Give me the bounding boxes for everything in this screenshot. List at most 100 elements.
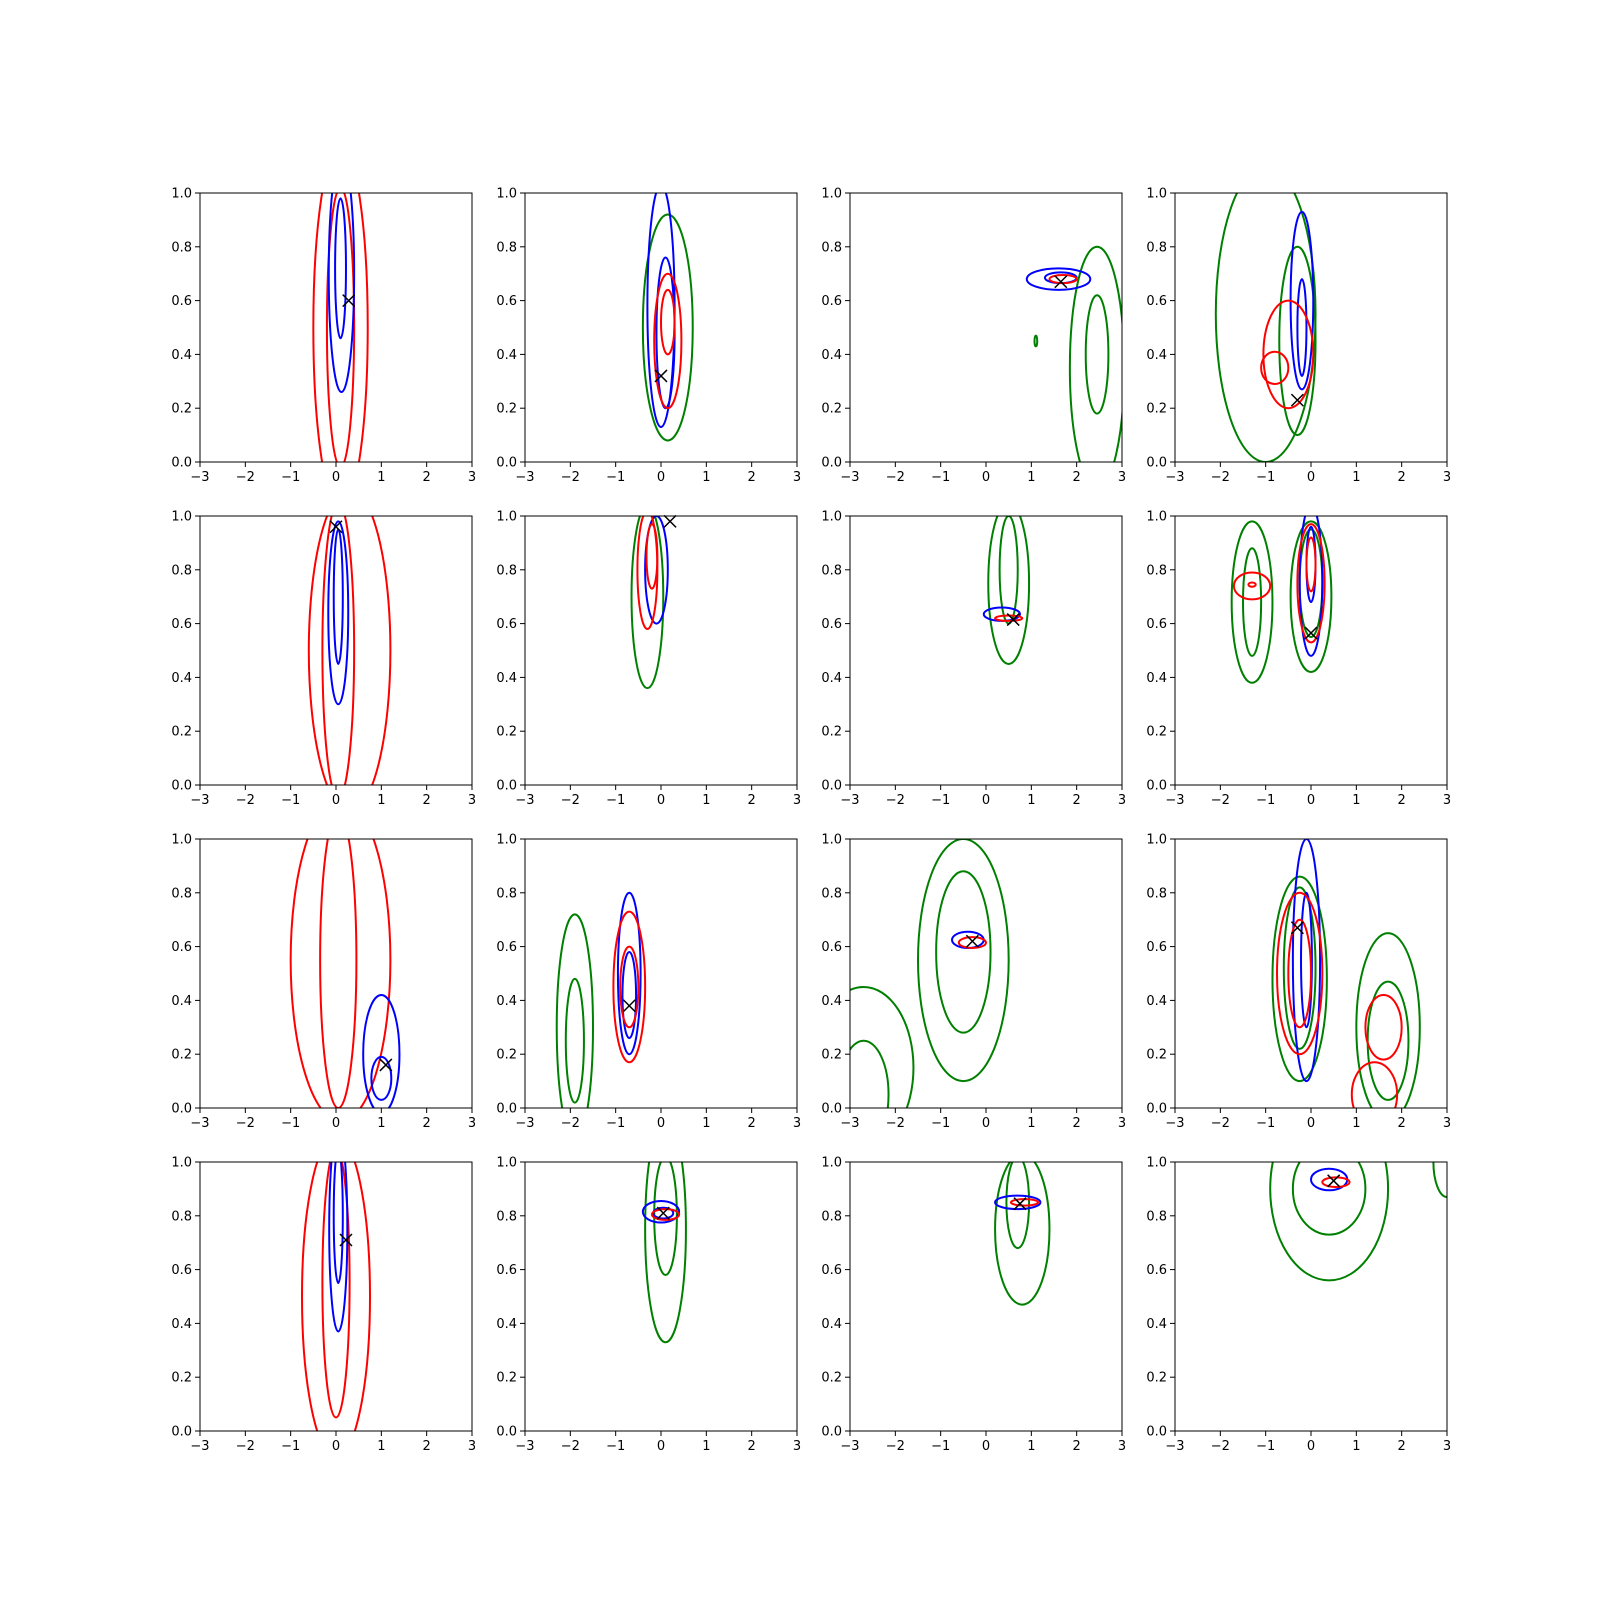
y-tick-label: 0.8	[496, 563, 517, 578]
red-contour-5	[612, 910, 647, 1064]
y-tick-label: 0.6	[1146, 294, 1167, 309]
x-tick-label: 1	[1027, 1439, 1035, 1454]
red-contour-6	[957, 936, 988, 949]
y-tick-label: 0.6	[1146, 1263, 1167, 1278]
y-tick-label: 0.0	[1146, 456, 1167, 471]
y-tick-label: 0.2	[496, 1048, 517, 1063]
x-tick-label: −2	[561, 470, 580, 485]
y-tick-label: 0.0	[821, 1425, 842, 1440]
x-tick-label: 3	[1443, 1439, 1451, 1454]
x-tick-label: −1	[931, 470, 950, 485]
red-contour-4	[653, 272, 683, 410]
red-contour-7	[1296, 523, 1326, 644]
x-tick-label: −3	[840, 470, 859, 485]
x-tick-label: 2	[1073, 1439, 1081, 1454]
x-tick-label: −3	[1165, 470, 1184, 485]
panel-3: −3 −2 −1 0 1 2 3 0.0 0.2 0.4 0.6 0.8 1.0	[821, 187, 1126, 486]
x-tick-label: −2	[886, 793, 905, 808]
x-tick-label: 3	[793, 1116, 801, 1131]
y-tick-label: 1.0	[1146, 510, 1167, 525]
axes-frame	[849, 192, 1123, 463]
x-tick-label: 1	[1352, 470, 1360, 485]
x-tick-label: −2	[236, 1439, 255, 1454]
contour-group	[555, 891, 647, 1108]
x-tick-label: 0	[657, 1439, 665, 1454]
red-contour-2	[321, 1162, 351, 1419]
green-contour-3	[1289, 520, 1333, 674]
x-tick-label: −1	[931, 1439, 950, 1454]
x-tick-label: 1	[1352, 1116, 1360, 1131]
contour-group	[289, 839, 401, 1108]
green-contour-2	[1084, 294, 1110, 415]
y-tick-label: 0.0	[171, 1102, 192, 1117]
x-tick-label: 0	[982, 470, 990, 485]
x-tick-label: −3	[840, 793, 859, 808]
y-tick-label: 0.6	[1146, 617, 1167, 632]
x-tick-label: −3	[190, 470, 209, 485]
y-tick-label: 0.2	[821, 1371, 842, 1386]
y-tick-label: 0.4	[496, 1317, 517, 1332]
y-tick-label: 0.6	[171, 617, 192, 632]
axes-frame	[1174, 1161, 1448, 1432]
x-tick-label: 0	[332, 793, 340, 808]
x-tick-label: 1	[377, 793, 385, 808]
y-tick-label: 0.8	[496, 886, 517, 901]
x-tick-label: −3	[190, 1439, 209, 1454]
panel-6: −3 −2 −1 0 1 2 3 0.0 0.2 0.4 0.6 0.8 1.0	[496, 510, 801, 809]
x-tick-label: −3	[515, 1439, 534, 1454]
y-tick-label: 0.8	[496, 1209, 517, 1224]
panel-10: −3 −2 −1 0 1 2 3 0.0 0.2 0.4 0.6 0.8 1.0	[496, 833, 801, 1132]
y-tick-label: 0.0	[496, 1425, 517, 1440]
x-tick-label: 0	[1307, 470, 1315, 485]
x-tick-label: 2	[1073, 793, 1081, 808]
axes-frame	[199, 1161, 473, 1432]
y-tick-label: 0.2	[821, 725, 842, 740]
x-tick-label: 0	[657, 793, 665, 808]
contour-group	[1269, 1162, 1447, 1282]
x-marker	[379, 1058, 393, 1072]
y-tick-label: 0.2	[171, 402, 192, 417]
x-tick-label: 2	[423, 793, 431, 808]
x-tick-label: 1	[1352, 793, 1360, 808]
contour-group	[641, 193, 694, 442]
y-tick-label: 0.4	[1146, 1317, 1167, 1332]
x-tick-label: 3	[1118, 1439, 1126, 1454]
blue-contour-4	[1025, 267, 1092, 291]
x-tick-label: 1	[1352, 1439, 1360, 1454]
y-tick-label: 0.6	[171, 294, 192, 309]
x-tick-label: 1	[1027, 1116, 1035, 1131]
x-tick-label: −3	[1165, 793, 1184, 808]
x-tick-label: −1	[281, 470, 300, 485]
blue-contour-3	[327, 520, 350, 706]
x-tick-label: 1	[702, 1116, 710, 1131]
y-tick-label: 0.8	[171, 563, 192, 578]
x-tick-label: 1	[702, 1439, 710, 1454]
y-tick-label: 0.0	[171, 779, 192, 794]
red-contour-6	[619, 945, 640, 1029]
x-tick-label: 0	[1307, 1439, 1315, 1454]
x-tick-label: 1	[702, 470, 710, 485]
y-tick-label: 0.2	[171, 1371, 192, 1386]
green-contour-2	[1242, 547, 1263, 657]
contour-group	[1230, 516, 1333, 684]
red-contour-1	[312, 193, 369, 462]
blue-contour-4	[334, 197, 347, 340]
y-tick-label: 0.8	[821, 886, 842, 901]
blue-contour-3	[1289, 210, 1315, 391]
x-tick-label: 1	[1027, 470, 1035, 485]
green-contour-2	[1005, 1162, 1031, 1250]
blue-contour-3	[362, 994, 401, 1108]
red-contour-2	[321, 516, 356, 785]
x-tick-label: −3	[1165, 1439, 1184, 1454]
red-contour-10	[1247, 581, 1257, 588]
y-tick-label: 0.4	[1146, 348, 1167, 363]
green-contour-1	[1230, 520, 1274, 684]
x-tick-label: 3	[468, 470, 476, 485]
blue-contour-4	[332, 1162, 344, 1285]
blue-contour-3	[616, 891, 642, 1056]
blue-contour-5	[1291, 839, 1322, 1083]
blue-contour-4	[332, 528, 344, 665]
panel-2: −3 −2 −1 0 1 2 3 0.0 0.2 0.4 0.6 0.8 1.0	[496, 187, 801, 486]
x-marker	[329, 520, 343, 534]
